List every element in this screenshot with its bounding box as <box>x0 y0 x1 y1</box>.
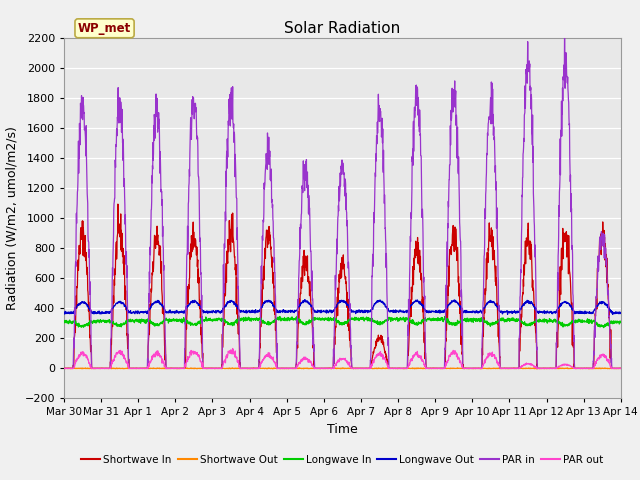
Title: Solar Radiation: Solar Radiation <box>284 21 401 36</box>
Text: WP_met: WP_met <box>78 22 131 35</box>
Legend: Shortwave In, Shortwave Out, Longwave In, Longwave Out, PAR in, PAR out: Shortwave In, Shortwave Out, Longwave In… <box>77 450 607 469</box>
Y-axis label: Radiation (W/m2, umol/m2/s): Radiation (W/m2, umol/m2/s) <box>6 126 19 311</box>
X-axis label: Time: Time <box>327 423 358 436</box>
